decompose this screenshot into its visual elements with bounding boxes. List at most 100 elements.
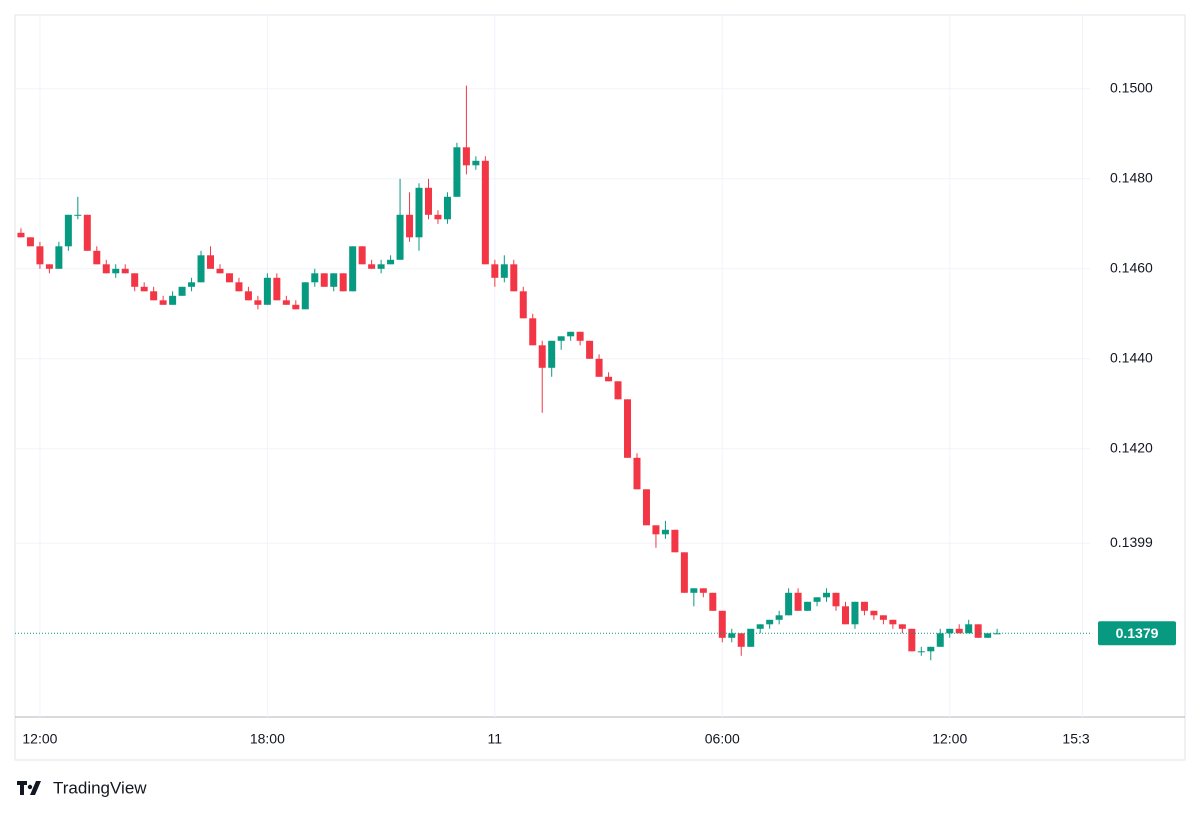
candle-body: [263, 277, 271, 305]
candle-body: [358, 246, 366, 265]
candle-body: [311, 273, 319, 283]
candle-body: [841, 606, 849, 625]
x-tick-label: 12:00: [932, 731, 967, 747]
candle-body: [415, 187, 423, 238]
candle-body: [936, 633, 944, 647]
last-price-box: [1098, 621, 1176, 646]
candle-body: [775, 615, 783, 620]
candle-body: [567, 331, 575, 337]
candle-body: [614, 381, 622, 400]
candle-body: [879, 615, 887, 620]
last-price-label: 0.1379: [1116, 625, 1159, 641]
candle-body: [254, 300, 262, 305]
x-tick-label: 18:00: [250, 731, 285, 747]
candle-body: [993, 633, 1001, 635]
candle-body: [804, 601, 812, 611]
candle-body: [131, 273, 139, 287]
candle-body: [671, 529, 679, 553]
candle-body: [491, 264, 499, 278]
candle-body: [927, 646, 935, 652]
candle-body: [273, 277, 281, 301]
candle-body: [150, 291, 158, 301]
candle-body: [282, 300, 290, 305]
candle-body: [26, 237, 34, 247]
candle-body: [83, 214, 91, 251]
candle-body: [576, 331, 584, 341]
candle-body: [472, 160, 480, 166]
candle-body: [747, 628, 755, 647]
candle-body: [624, 399, 632, 458]
candle-body: [908, 628, 916, 652]
candle-body: [330, 273, 338, 287]
candle-body: [74, 214, 82, 216]
candle-body: [169, 295, 177, 305]
candle-body: [548, 340, 556, 368]
candle-body: [557, 336, 565, 341]
candle-body: [984, 633, 992, 638]
candle-body: [946, 628, 954, 634]
candle-body: [64, 214, 72, 247]
candle-body: [102, 264, 110, 274]
candle-body: [500, 264, 508, 278]
candle-body: [813, 597, 821, 602]
candle-body: [377, 264, 385, 269]
y-tick-label: 0.1460: [1110, 260, 1153, 276]
candle-body: [443, 196, 451, 220]
y-tick-label: 0.1399: [1110, 534, 1153, 550]
candle-body: [387, 259, 395, 265]
x-tick-label: 06:00: [705, 731, 740, 747]
candle-body: [718, 610, 726, 638]
candle-body: [605, 376, 613, 382]
candle-body: [112, 268, 120, 274]
candle-body: [595, 358, 603, 377]
candle-body: [823, 592, 831, 598]
candle-body: [832, 592, 840, 607]
candle-body: [529, 318, 537, 346]
candle-body: [55, 246, 63, 269]
candle-body: [519, 291, 527, 319]
candle-body: [424, 187, 432, 215]
x-tick-label: 11: [488, 731, 503, 747]
candle-body: [538, 345, 546, 368]
chart-frame: [14, 14, 1186, 761]
candle-body: [709, 592, 717, 611]
candle-body: [851, 601, 859, 625]
candle-body: [188, 282, 196, 287]
candle-body: [121, 268, 129, 274]
candle-body: [178, 286, 186, 296]
candle-body: [955, 628, 963, 634]
candle-body: [320, 273, 328, 287]
candle-body: [633, 457, 641, 490]
candle-body: [766, 619, 774, 625]
candle-body: [690, 588, 698, 593]
candle-body: [301, 282, 309, 310]
candle-body: [207, 255, 215, 269]
candle-body: [349, 246, 357, 292]
candle-body: [140, 286, 148, 292]
candle-body: [481, 160, 489, 265]
candle-body: [974, 624, 982, 638]
candle-body: [462, 147, 470, 166]
candle-body: [699, 588, 707, 593]
x-tick-label: 12:00: [22, 731, 57, 747]
candle-body: [17, 232, 25, 238]
brand: TradingView: [53, 778, 147, 797]
candle-body: [917, 651, 925, 653]
candle-body: [292, 304, 300, 310]
y-tick-label: 0.1500: [1110, 80, 1153, 96]
candle-body: [396, 214, 404, 260]
candle-body: [652, 525, 660, 535]
candle-body: [216, 268, 224, 274]
y-tick-label: 0.1480: [1110, 170, 1153, 186]
candle-body: [642, 489, 650, 526]
candle-body: [510, 264, 518, 292]
candle-body: [965, 624, 973, 634]
candle-body: [785, 592, 793, 616]
candle-body: [453, 147, 461, 197]
candle-body: [93, 250, 101, 265]
candle-body: [794, 592, 802, 611]
candle-body: [36, 246, 44, 265]
candle-body: [197, 255, 205, 283]
candle-body: [661, 529, 669, 535]
candle-body: [159, 300, 167, 305]
